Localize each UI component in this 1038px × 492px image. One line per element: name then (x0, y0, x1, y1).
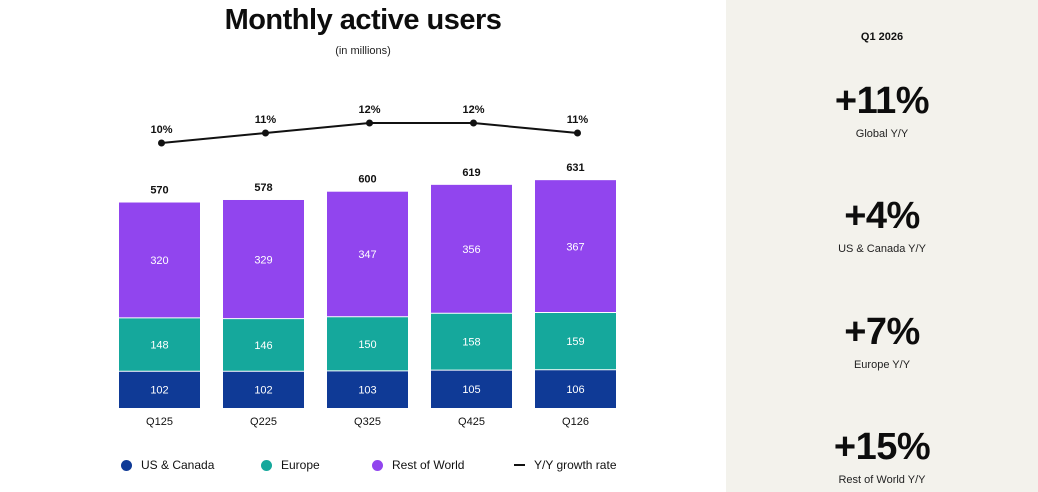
growth-rate-point (158, 139, 165, 147)
bar-segment-europe (119, 317, 200, 372)
bar-segment-us-canada (431, 370, 512, 408)
legend-label-europe: Europe (281, 458, 320, 472)
x-tick-label: Q126 (562, 416, 589, 428)
bar-value-label-europe: 150 (358, 339, 376, 351)
kpi-europe: +7% Europe Y/Y (726, 313, 1038, 371)
bar-value-label-europe: 148 (150, 340, 168, 352)
growth-rate-point (366, 119, 373, 127)
bar-value-label-rest-of-world: 320 (150, 255, 168, 267)
legend-item-europe: Europe (261, 458, 320, 472)
growth-rate-label: 12% (358, 104, 380, 116)
bar-segment-europe (535, 312, 616, 370)
growth-rate-point (470, 119, 477, 127)
bar-segment-us-canada (223, 371, 304, 408)
legend-label-rest-of-world: Rest of World (392, 458, 465, 472)
bar-value-label-europe: 159 (566, 336, 584, 348)
bar-value-label-us-canada: 103 (358, 384, 376, 396)
x-tick-label: Q225 (250, 416, 277, 428)
kpi-rest-of-world: +15% Rest of World Y/Y (726, 428, 1038, 486)
bar-total-label: 570 (150, 185, 168, 197)
legend-swatch-growth-rate (514, 464, 525, 466)
kpi-europe-label: Europe Y/Y (853, 359, 911, 371)
growth-rate-point (262, 129, 269, 137)
chart-legend: US & Canada Europe Rest of World Y/Y gro… (0, 458, 726, 474)
kpi-us-canada-label: US & Canada Y/Y (838, 243, 926, 255)
summary-panel: Q1 2026 +11% Global Y/Y +4% US & Canada … (726, 0, 1038, 492)
chart-title: Monthly active users (224, 4, 502, 36)
summary-period: Q1 2026 (860, 31, 904, 43)
bar-segment-rest-of-world (327, 191, 408, 317)
bar-total-label: 619 (462, 167, 480, 179)
bar-segment-rest-of-world (535, 180, 616, 313)
bar-segment-europe (327, 316, 408, 371)
bar-segment-europe (223, 318, 304, 372)
bar-value-label-rest-of-world: 347 (358, 249, 376, 261)
x-tick-label: Q125 (146, 416, 173, 428)
legend-swatch-us-canada (121, 459, 132, 471)
kpi-europe-value: +7% (844, 311, 920, 353)
growth-rate-label: 12% (462, 104, 484, 116)
legend-item-rest-of-world: Rest of World (372, 458, 464, 472)
kpi-rest-of-world-label: Rest of World Y/Y (838, 474, 926, 486)
bar-value-label-europe: 146 (254, 340, 272, 352)
bar-segment-rest-of-world (119, 202, 200, 318)
bar-segment-us-canada (119, 371, 200, 408)
growth-rate-label: 11% (567, 114, 589, 126)
legend-label-growth-rate: Y/Y growth rate (534, 458, 617, 472)
kpi-global-value: +11% (834, 80, 930, 122)
legend-item-us-canada: US & Canada (121, 458, 214, 472)
bar-segment-europe (431, 313, 512, 371)
kpi-global: +11% Global Y/Y (726, 82, 1038, 140)
legend-swatch-rest-of-world (372, 459, 383, 471)
bar-total-label: 600 (358, 174, 376, 186)
bar-value-label-us-canada: 102 (254, 385, 272, 397)
bar-value-label-us-canada: 106 (566, 384, 584, 396)
legend-swatch-europe (261, 459, 272, 471)
legend-item-growth-rate: Y/Y growth rate (514, 458, 617, 472)
stacked-bar-chart: 102 148 320 570 Q125 102 146 329 578 Q225 103 150 34… (119, 104, 616, 428)
chart-area: Monthly active users (in millions) 102 14… (0, 4, 726, 474)
bar-segment-rest-of-world (223, 199, 304, 319)
bar-total-label: 631 (566, 162, 584, 174)
kpi-global-label: Global Y/Y (855, 128, 909, 140)
kpi-rest-of-world-value: +15% (833, 426, 931, 468)
growth-rate-point (574, 129, 581, 137)
bar-value-label-us-canada: 102 (150, 385, 168, 397)
bar-total-label: 578 (254, 182, 272, 194)
x-tick-label: Q325 (354, 416, 381, 428)
growth-rate-label: 10% (150, 124, 172, 136)
bar-segment-us-canada (535, 369, 616, 408)
bar-value-label-europe: 158 (462, 337, 480, 349)
kpi-us-canada-value: +4% (844, 195, 920, 237)
legend-label-us-canada: US & Canada (141, 458, 215, 472)
x-tick-label: Q425 (458, 416, 485, 428)
growth-rate-label: 11% (255, 114, 277, 126)
bar-value-label-us-canada: 105 (462, 384, 480, 396)
bar-value-label-rest-of-world: 356 (462, 244, 480, 256)
bar-value-label-rest-of-world: 329 (254, 254, 272, 266)
kpi-us-canada: +4% US & Canada Y/Y (726, 197, 1038, 255)
chart-subtitle: (in millions) (335, 45, 391, 57)
bar-value-label-rest-of-world: 367 (566, 241, 584, 253)
bar-segment-rest-of-world (431, 184, 512, 314)
bar-segment-us-canada (327, 370, 408, 408)
